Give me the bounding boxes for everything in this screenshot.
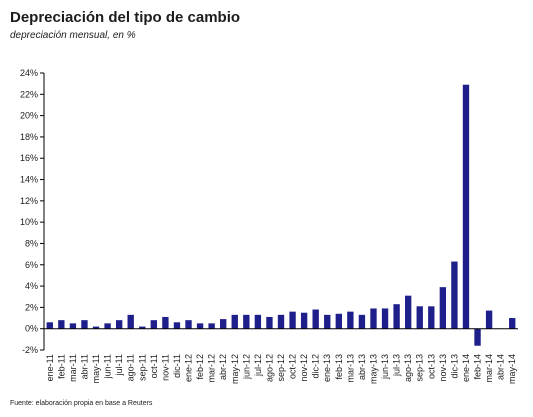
- y-tick-label: 10%: [20, 217, 38, 227]
- bar-ene-14: [463, 85, 469, 329]
- bar-feb-11: [58, 320, 64, 329]
- source-note: Fuente: elaboración propia en base a Reu…: [10, 400, 152, 407]
- x-tick-label: sep-13: [415, 354, 425, 382]
- x-tick-label: jul-11: [114, 354, 124, 376]
- bar-abr-11: [81, 320, 87, 329]
- x-tick-label: jul-12: [253, 354, 263, 377]
- x-tick-label: feb-14: [473, 354, 483, 380]
- bar-nov-13: [440, 287, 446, 329]
- x-tick-label: mar-12: [207, 354, 217, 383]
- x-tick-label: may-11: [91, 354, 101, 383]
- bar-ene-12: [185, 320, 191, 329]
- y-tick-label: -2%: [22, 345, 38, 355]
- bar-ago-12: [266, 317, 272, 329]
- x-tick-label: abr-13: [357, 354, 367, 380]
- bar-sep-12: [278, 315, 284, 329]
- bar-nov-12: [301, 313, 307, 329]
- x-tick-label: ago-11: [126, 354, 136, 381]
- x-tick-label: mar-11: [68, 354, 78, 382]
- x-tick-label: nov-11: [160, 354, 170, 381]
- bar-abr-13: [359, 315, 365, 329]
- bar-ene-13: [324, 315, 330, 329]
- x-tick-label: jun-11: [103, 354, 113, 379]
- bar-nov-11: [162, 317, 168, 329]
- bar-ago-13: [405, 296, 411, 329]
- x-tick-label: may-14: [507, 354, 517, 384]
- y-axis-ticks: -2% 0% 2% 4% 6% 8% 10% 12% 14% 16% 18% 20% 22% 24%: [20, 68, 44, 355]
- x-tick-label: may-13: [368, 354, 378, 384]
- y-tick-label: 0%: [25, 324, 38, 334]
- bar-dic-12: [313, 310, 319, 329]
- y-tick-label: 8%: [25, 238, 38, 248]
- bar-jul-11: [116, 320, 122, 329]
- x-tick-label: ene-13: [322, 354, 332, 382]
- x-tick-label: jun-12: [241, 354, 251, 380]
- x-tick-label: nov-12: [299, 354, 309, 382]
- bar-feb-13: [336, 314, 342, 329]
- bar-mar-12: [208, 323, 214, 328]
- bar-oct-11: [151, 320, 157, 329]
- bar-feb-12: [197, 323, 203, 328]
- bar-ene-11: [47, 322, 53, 328]
- x-tick-label: abr-12: [218, 354, 228, 380]
- bar-jun-13: [382, 308, 388, 328]
- bar-mar-13: [347, 312, 353, 329]
- bar-jun-11: [104, 323, 110, 328]
- x-tick-label: ene-14: [461, 354, 471, 382]
- bar-ago-11: [128, 315, 134, 329]
- x-tick-label: feb-11: [56, 354, 66, 379]
- x-axis-labels: ene-11 feb-11 mar-11 abr-11 may-11 jun-11 jul-…: [45, 354, 517, 384]
- bar-jul-12: [255, 315, 261, 329]
- x-tick-label: abr-11: [79, 354, 89, 379]
- y-tick-label: 14%: [20, 175, 38, 185]
- bar-oct-13: [428, 306, 434, 328]
- x-tick-label: oct-11: [149, 354, 159, 378]
- bar-jul-13: [393, 304, 399, 329]
- x-tick-label: sep-11: [137, 354, 147, 381]
- x-tick-label: oct-12: [288, 354, 298, 379]
- bar-may-14: [509, 318, 515, 329]
- x-tick-label: ene-12: [184, 354, 194, 382]
- bar-may-12: [232, 315, 238, 329]
- x-tick-label: abr-14: [496, 354, 506, 380]
- x-tick-label: feb-13: [334, 354, 344, 380]
- bar-mar-14: [486, 311, 492, 329]
- bar-jun-12: [243, 315, 249, 329]
- x-tick-label: may-12: [230, 354, 240, 384]
- bar-sep-13: [417, 306, 423, 328]
- y-tick-label: 4%: [25, 281, 38, 291]
- x-tick-label: jun-13: [380, 354, 390, 380]
- bar-series: [47, 85, 516, 346]
- x-tick-label: mar-13: [345, 354, 355, 383]
- x-tick-label: mar-14: [484, 354, 494, 383]
- x-tick-label: ago-13: [403, 354, 413, 382]
- bar-dic-11: [174, 322, 180, 328]
- y-tick-label: 16%: [20, 153, 38, 163]
- x-tick-label: jul-13: [392, 354, 402, 377]
- bar-abr-12: [220, 319, 226, 329]
- x-tick-label: feb-12: [195, 354, 205, 380]
- x-tick-label: dic-12: [311, 354, 321, 379]
- y-tick-label: 24%: [20, 68, 38, 78]
- x-tick-label: nov-13: [438, 354, 448, 382]
- bar-dic-13: [451, 262, 457, 329]
- x-tick-label: dic-13: [449, 354, 459, 379]
- y-tick-label: 18%: [20, 132, 38, 142]
- y-tick-label: 2%: [25, 302, 38, 312]
- x-tick-label: ago-12: [264, 354, 274, 382]
- x-tick-label: oct-13: [426, 354, 436, 379]
- bar-feb-14: [474, 329, 480, 346]
- y-tick-label: 20%: [20, 111, 38, 121]
- x-tick-label: dic-11: [172, 354, 182, 378]
- bar-oct-12: [289, 312, 295, 329]
- y-tick-label: 22%: [20, 89, 38, 99]
- y-tick-label: 12%: [20, 196, 38, 206]
- y-tick-label: 6%: [25, 260, 38, 270]
- bar-mar-11: [70, 323, 76, 328]
- bar-may-13: [370, 308, 376, 328]
- x-tick-label: ene-11: [45, 354, 55, 381]
- x-tick-label: sep-12: [276, 354, 286, 382]
